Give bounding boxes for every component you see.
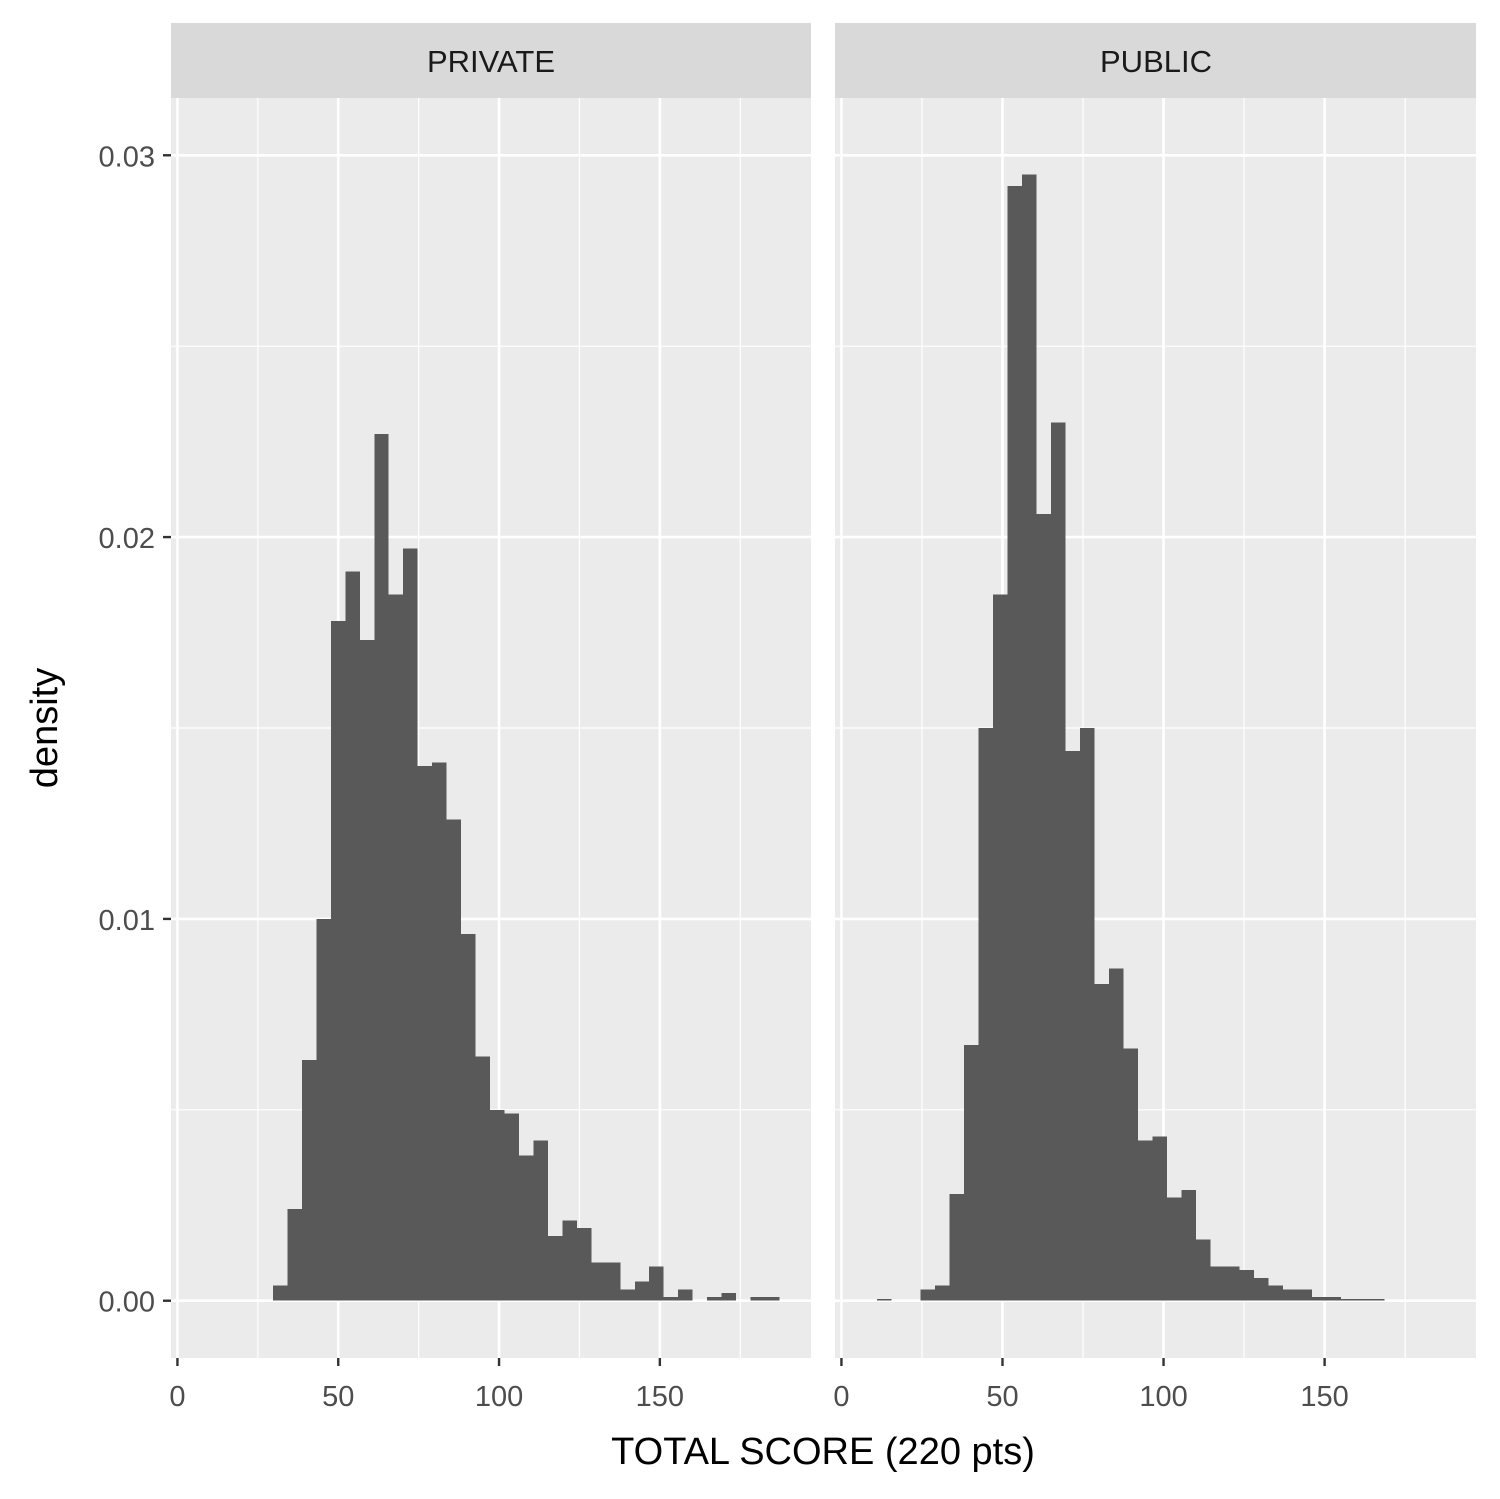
histogram-bar [316, 918, 331, 1301]
histogram-bar [518, 1155, 534, 1301]
histogram-bar [1312, 1296, 1327, 1301]
histogram-bar [533, 1140, 548, 1301]
y-tick-label: 0.02 [99, 523, 155, 555]
x-axis-private: 0 50 100 150 [169, 1358, 684, 1413]
strip-public [835, 23, 1476, 98]
x-tick-label: 150 [1300, 1381, 1348, 1413]
histogram-bar [1326, 1296, 1342, 1301]
histogram-bar [1036, 514, 1052, 1301]
histogram-bar [1225, 1266, 1240, 1301]
histogram-bar [490, 1109, 505, 1301]
strip-label-public: PUBLIC [1100, 44, 1212, 79]
x-tick-label: 0 [833, 1381, 849, 1413]
histogram-bar [504, 1113, 519, 1301]
histogram-bar [663, 1296, 679, 1301]
histogram-bar [605, 1262, 621, 1301]
y-axis: 0.00 0.01 0.02 0.03 [99, 141, 171, 1319]
histogram-bar [993, 594, 1008, 1301]
histogram-bar [576, 1228, 592, 1301]
bars-public [877, 174, 1385, 1301]
histogram-bar [721, 1293, 737, 1301]
histogram-bar [475, 1056, 491, 1301]
histogram-bar [707, 1296, 722, 1301]
histogram-bar [678, 1289, 693, 1301]
histogram-bar [1065, 750, 1081, 1301]
histogram-bar [750, 1296, 766, 1301]
histogram-bar [591, 1262, 606, 1301]
histogram-bar [1138, 1140, 1153, 1301]
histogram-bar [432, 762, 447, 1301]
y-tick-label: 0.00 [99, 1287, 155, 1319]
histogram-bar [1239, 1270, 1255, 1301]
histogram-bar [620, 1289, 635, 1301]
histogram-bar [1123, 1048, 1139, 1301]
histogram-bar [1341, 1298, 1356, 1301]
histogram-bar [920, 1289, 936, 1301]
x-tick-label: 100 [1139, 1381, 1187, 1413]
histogram-bar [330, 621, 346, 1301]
histogram-bar [1370, 1298, 1385, 1301]
histogram-bar [1167, 1197, 1182, 1301]
strip-label-private: PRIVATE [427, 44, 555, 79]
histogram-bar [287, 1209, 302, 1301]
histogram-bar [562, 1220, 577, 1301]
histogram-bar [949, 1193, 965, 1301]
bars-private [272, 434, 780, 1301]
panel-private: PRIVATE [171, 23, 811, 1358]
histogram-bar [388, 594, 404, 1301]
histogram-bar [345, 571, 360, 1301]
histogram-bar [964, 1044, 979, 1301]
histogram-bar [272, 1285, 288, 1301]
histogram-bar [1268, 1285, 1284, 1301]
x-tick-label: 50 [986, 1381, 1018, 1413]
histogram-bar [359, 640, 375, 1301]
histogram-bar [461, 934, 476, 1301]
y-tick-label: 0.03 [99, 141, 155, 173]
y-tick-label: 0.01 [99, 905, 155, 937]
histogram-bar [1080, 728, 1095, 1301]
histogram-bar [634, 1281, 650, 1301]
histogram-bar [1297, 1289, 1313, 1301]
histogram-bar [877, 1298, 892, 1301]
x-tick-label: 50 [322, 1381, 354, 1413]
histogram-bar [446, 819, 462, 1301]
histogram-bar [1094, 983, 1110, 1301]
x-tick-label: 100 [475, 1381, 523, 1413]
histogram-bar [935, 1285, 950, 1301]
histogram-bar [1181, 1190, 1197, 1301]
histogram-bar [765, 1296, 780, 1301]
histogram-bar [1355, 1298, 1371, 1301]
strip-private [171, 23, 811, 98]
histogram-bar [1152, 1136, 1168, 1301]
x-axis-public: 0 50 100 150 [833, 1358, 1349, 1413]
histogram-bar [1051, 422, 1066, 1301]
histogram-bar [547, 1235, 563, 1301]
y-axis-title: density [24, 668, 66, 788]
histogram-bar [1109, 968, 1124, 1301]
histogram-bar [403, 548, 418, 1301]
histogram-bar [374, 434, 389, 1301]
histogram-bar [1283, 1289, 1298, 1301]
histogram-bar [1210, 1266, 1226, 1301]
histogram-bar [1196, 1239, 1211, 1301]
histogram-bar [978, 728, 994, 1301]
panel-public: PUBLIC [835, 23, 1476, 1358]
histogram-bar [1254, 1277, 1269, 1301]
histogram-bar [301, 1060, 317, 1301]
histogram-bar [417, 766, 433, 1301]
x-axis-title: TOTAL SCORE (220 pts) [611, 1431, 1035, 1473]
x-tick-label: 150 [636, 1381, 684, 1413]
x-tick-label: 0 [169, 1381, 185, 1413]
histogram-bar [1022, 174, 1037, 1301]
histogram-bar [1007, 185, 1023, 1301]
histogram-bar [649, 1266, 664, 1301]
